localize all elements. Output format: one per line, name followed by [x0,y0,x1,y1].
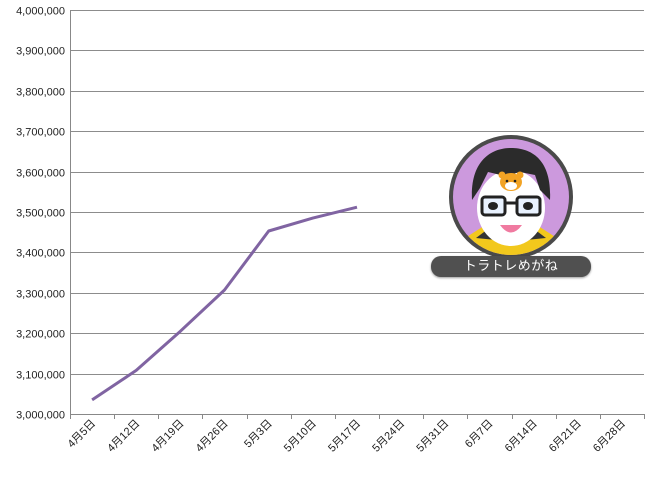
y-tick-label: 3,100,000 [16,370,65,382]
x-tick-label: 5月10日 [282,418,319,455]
y-tick-label: 3,800,000 [16,87,65,99]
x-tick-label: 5月24日 [370,418,407,455]
mascot-name-badge: トラトレめがね [431,256,591,277]
mascot-avatar [449,135,573,259]
y-tick-label: 3,600,000 [16,168,65,180]
gridlines [70,10,644,415]
y-tick-label: 3,000,000 [16,410,65,422]
y-tick-label: 3,300,000 [16,289,65,301]
x-tick-label: 6月14日 [503,418,540,455]
y-tick-label: 3,400,000 [16,248,65,260]
series-group [91,205,358,402]
series-line [91,205,358,402]
y-axis: 3,000,000 3,100,000 3,200,000 3,300,000 3,40… [16,6,71,422]
x-tick-label: 5月31日 [414,418,451,455]
x-tick-label: 6月28日 [591,418,628,455]
x-tick-label: 6月7日 [463,418,496,451]
y-tick-label: 3,500,000 [16,208,65,220]
x-axis: 4月5日 4月12日 4月19日 4月26日 5月3日 5月10日 5月17日 5月24日 5月… [65,414,645,455]
x-tick-label: 5月17日 [326,418,363,455]
y-tick-label: 3,700,000 [16,127,65,139]
x-tick-label: 6月21日 [547,418,584,455]
x-tick-label: 4月19日 [149,418,186,455]
x-tick-label: 4月12日 [105,418,142,455]
y-tick-label: 3,900,000 [16,46,65,58]
x-tick-label: 4月5日 [65,418,98,451]
x-tick-label: 5月3日 [242,418,275,451]
x-tick-label: 4月26日 [194,418,231,455]
y-tick-label: 4,000,000 [16,6,65,18]
y-tick-label: 3,200,000 [16,329,65,341]
